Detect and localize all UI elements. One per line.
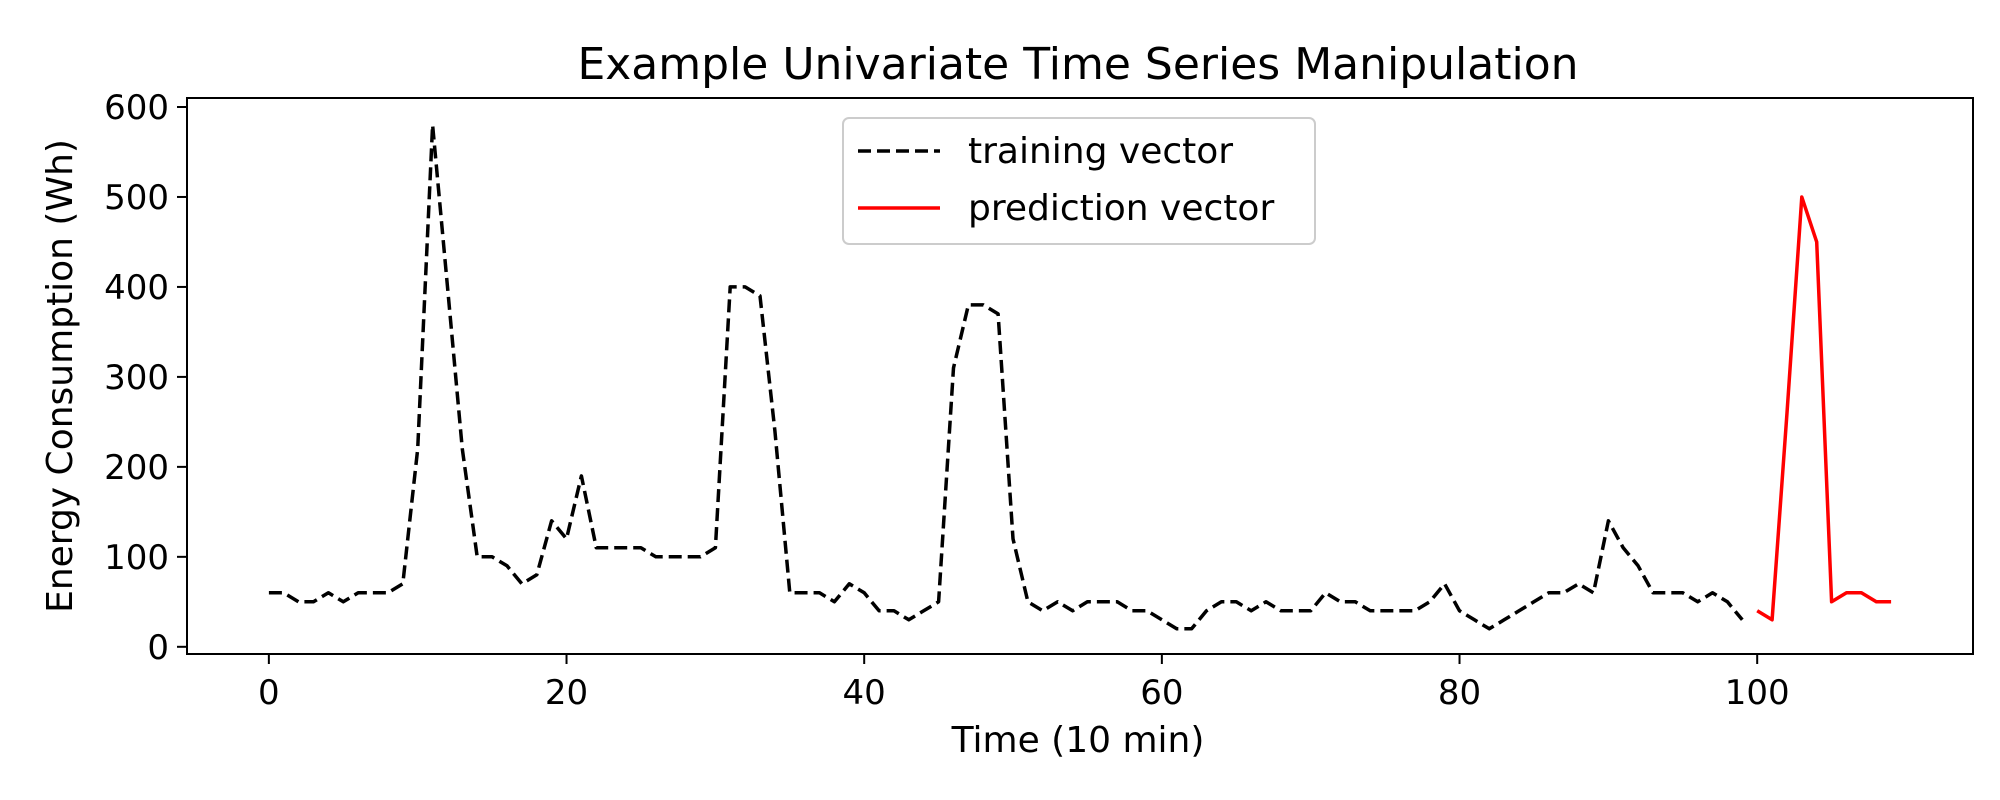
chart-title: Example Univariate Time Series Manipulat… [577, 39, 1578, 90]
legend: training vector prediction vector [842, 117, 1316, 245]
y-axis-label: Energy Consumption (Wh) [40, 139, 81, 613]
legend-label-training: training vector [968, 131, 1233, 172]
y-tick-label: 100 [104, 538, 169, 578]
y-tick-label: 500 [104, 178, 169, 218]
x-tick-label: 60 [1140, 673, 1183, 713]
x-tick-label: 40 [843, 673, 886, 713]
legend-box [842, 117, 1316, 245]
y-tick-label: 0 [147, 628, 169, 668]
y-axis: 0 100 200 300 400 500 600 [104, 88, 187, 668]
y-tick-label: 600 [104, 88, 169, 128]
plot-lines [268, 123, 1892, 631]
x-axis: 0 20 40 60 80 100 [258, 654, 1790, 713]
x-tick-label: 20 [545, 673, 588, 713]
series-line-1 [1756, 195, 1892, 622]
x-axis-label: Time (10 min) [951, 720, 1205, 761]
series-line-0 [268, 123, 1744, 631]
legend-label-prediction: prediction vector [968, 188, 1274, 229]
x-tick-label: 100 [1725, 673, 1790, 713]
y-tick-label: 200 [104, 448, 169, 488]
y-tick-label: 300 [104, 358, 169, 398]
y-tick-label: 400 [104, 268, 169, 308]
x-tick-label: 80 [1438, 673, 1481, 713]
x-tick-label: 0 [258, 673, 280, 713]
